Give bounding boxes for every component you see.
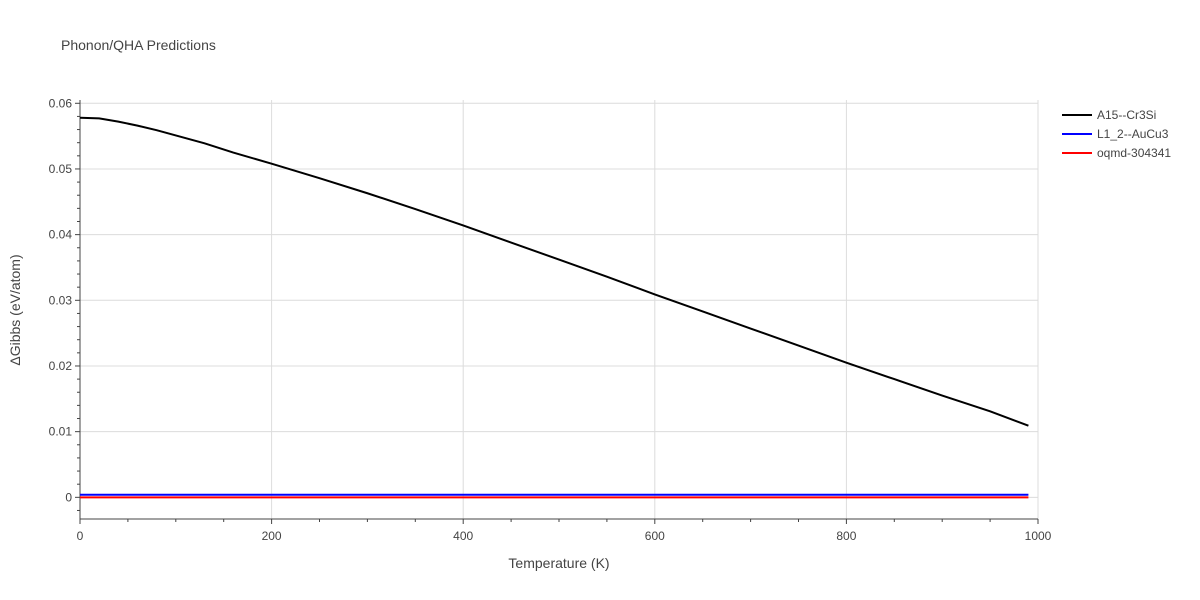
legend-label: A15--Cr3Si	[1097, 108, 1156, 122]
axes	[75, 100, 1039, 524]
grid-lines	[80, 100, 1039, 519]
y-tick-label: 0.06	[49, 96, 73, 110]
x-tick-label: 0	[77, 529, 84, 543]
legend[interactable]: A15--Cr3Si L1_2--AuCu3 oqmd-304341	[1062, 108, 1171, 160]
legend-label: L1_2--AuCu3	[1097, 127, 1169, 141]
x-tick-label: 400	[453, 529, 473, 543]
chart-title: Phonon/QHA Predictions	[61, 37, 216, 53]
series-line-A15--Cr3Si	[79, 116, 1029, 427]
legend-item[interactable]: L1_2--AuCu3	[1062, 127, 1169, 141]
y-tick-label: 0.04	[49, 228, 73, 242]
y-tick-label: 0	[65, 490, 72, 504]
legend-item[interactable]: A15--Cr3Si	[1062, 108, 1156, 122]
x-tick-label: 1000	[1025, 529, 1052, 543]
legend-label: oqmd-304341	[1097, 146, 1171, 160]
legend-item[interactable]: oqmd-304341	[1062, 146, 1171, 160]
tick-labels: 0 200 400 600 800 1000 0 0.01 0.02 0.03 0.04 0.05 0.…	[49, 96, 1052, 543]
y-tick-label: 0.02	[49, 359, 73, 373]
x-axis-title: Temperature (K)	[508, 555, 609, 571]
y-tick-label: 0.01	[49, 425, 73, 439]
x-tick-label: 800	[836, 529, 856, 543]
x-tick-label: 200	[262, 529, 282, 543]
x-tick-label: 600	[645, 529, 665, 543]
series-group	[79, 116, 1029, 499]
y-tick-label: 0.03	[49, 293, 73, 307]
y-tick-label: 0.05	[49, 162, 73, 176]
y-axis-title: ΔGibbs (eV/atom)	[7, 254, 23, 365]
